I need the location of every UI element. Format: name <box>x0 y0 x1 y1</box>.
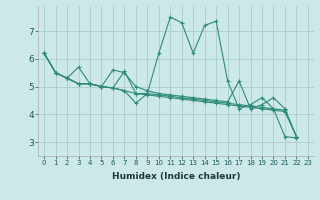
X-axis label: Humidex (Indice chaleur): Humidex (Indice chaleur) <box>112 172 240 181</box>
